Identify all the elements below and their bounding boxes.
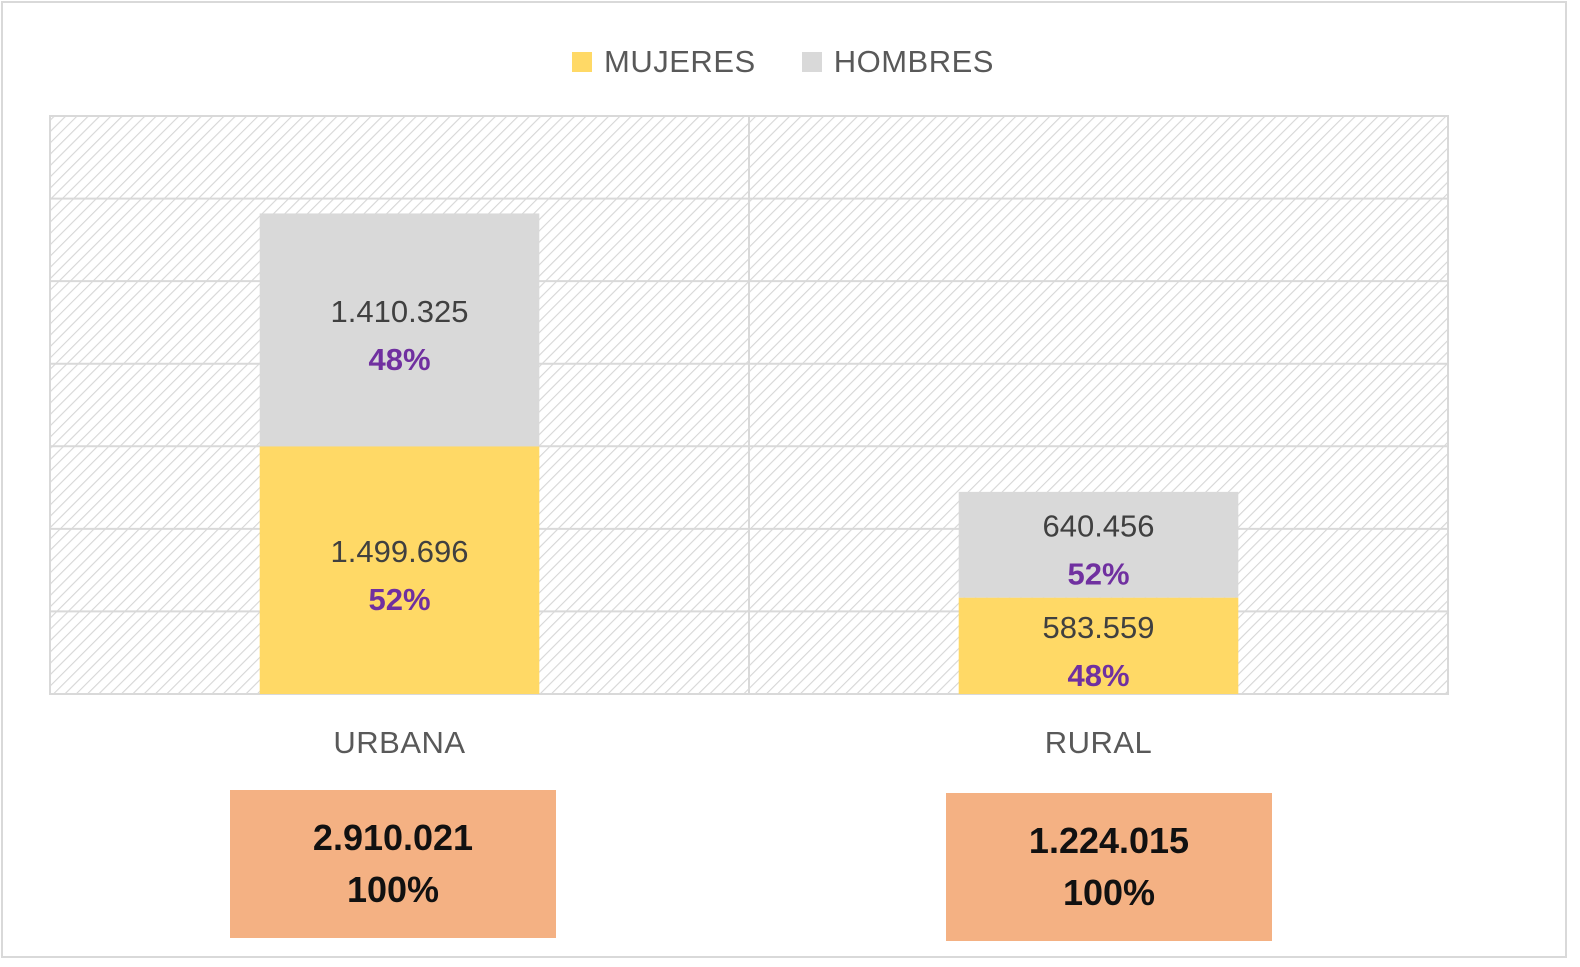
legend-swatch-hombres bbox=[801, 52, 822, 72]
total-value-rural: 1.224.015 bbox=[1028, 820, 1190, 861]
pct-label-urbana-mujeres: 52% bbox=[368, 582, 430, 617]
bars bbox=[259, 213, 1239, 694]
category-label-urbana: URBANA bbox=[333, 725, 465, 760]
total-box-urbana: 2.910.021 100% bbox=[230, 790, 556, 938]
value-label-urbana-mujeres: 1.499.696 bbox=[331, 534, 469, 569]
total-pct-rural: 100% bbox=[1062, 872, 1156, 913]
bar-urbana-hombres bbox=[259, 213, 540, 447]
value-label-rural-hombres: 640.456 bbox=[1042, 509, 1154, 544]
bar-rural-mujeres bbox=[958, 597, 1239, 694]
legend-label-mujeres: MUJERES bbox=[604, 44, 756, 79]
legend-item-hombres: HOMBRES bbox=[801, 44, 994, 80]
total-box-rural: 1.224.015 100% bbox=[946, 793, 1272, 941]
data-labels: 1.499.696 52% 1.410.325 48% URBANA 583.559 48%… bbox=[331, 294, 1155, 760]
total-pct-urbana: 100% bbox=[346, 869, 440, 910]
bar-urbana-mujeres bbox=[259, 446, 540, 694]
pct-label-urbana-hombres: 48% bbox=[368, 342, 430, 377]
value-label-rural-mujeres: 583.559 bbox=[1042, 610, 1154, 645]
legend: MUJERES HOMBRES bbox=[0, 44, 1566, 80]
category-label-rural: RURAL bbox=[1045, 725, 1153, 760]
value-label-urbana-hombres: 1.410.325 bbox=[331, 294, 469, 329]
pct-label-rural-mujeres: 48% bbox=[1067, 658, 1129, 693]
legend-swatch-mujeres bbox=[572, 52, 593, 72]
pct-label-rural-hombres: 52% bbox=[1067, 557, 1129, 592]
legend-label-hombres: HOMBRES bbox=[833, 44, 994, 79]
legend-item-mujeres: MUJERES bbox=[572, 44, 756, 80]
total-value-urbana: 2.910.021 bbox=[312, 817, 474, 858]
bar-rural-hombres bbox=[958, 491, 1239, 598]
